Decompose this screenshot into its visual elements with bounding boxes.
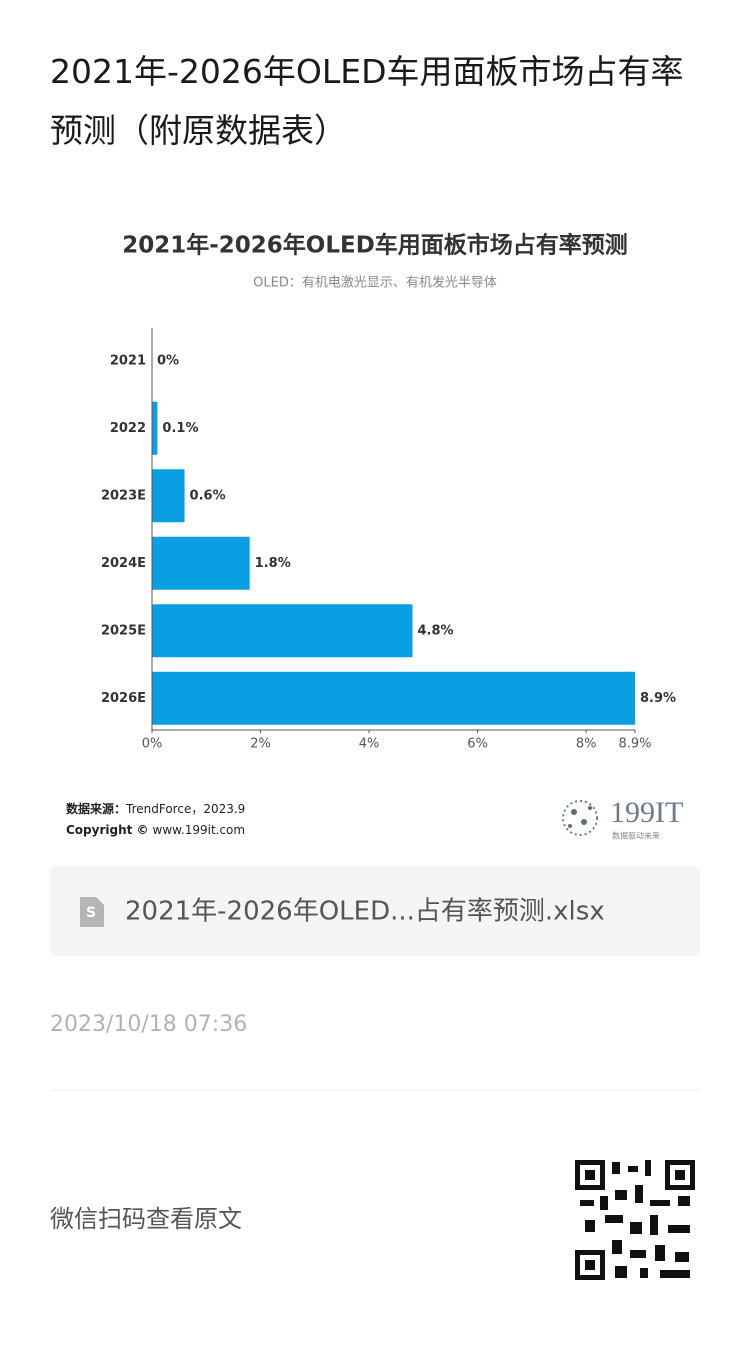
attachment-name[interactable]: 2021年-2026年OLED...占有率预测.xlsx	[125, 897, 605, 927]
value-label: 1.8%	[255, 556, 291, 571]
copyright-url: www.199it.com	[153, 823, 246, 837]
value-label: 4.8%	[417, 623, 453, 638]
x-tick-label: 4%	[359, 737, 380, 752]
copyright: Copyright © www.199it.com	[66, 823, 245, 837]
source-text: TrendForce，2023.9	[125, 802, 245, 816]
logo-mark	[562, 800, 598, 836]
article-title: 2021年-2026年OLED车用面板市场占有率预测（附原数据表）	[50, 52, 684, 150]
copyright-label: Copyright ©	[66, 823, 149, 837]
x-tick-label: 8.9%	[618, 737, 651, 752]
y-tick-label: 2025E	[101, 623, 146, 638]
bar	[152, 671, 635, 725]
publish-date: 2023/10/18 07:36	[50, 1012, 247, 1037]
value-label: 0.6%	[190, 488, 226, 503]
attachment-card[interactable]	[50, 866, 700, 956]
chart-title: 2021年-2026年OLED车用面板市场占有率预测	[122, 232, 628, 259]
source-label-text: 数据来源：	[66, 801, 126, 816]
value-label: 8.9%	[640, 691, 676, 706]
chart-subtitle: OLED：有机电激光显示、有机发光半导体	[253, 275, 497, 291]
y-tick-label: 2024E	[101, 556, 146, 571]
value-label: 0.1%	[162, 421, 198, 436]
bar	[152, 536, 250, 590]
y-tick-label: 2021	[110, 353, 146, 368]
y-tick-label: 2026E	[101, 691, 146, 706]
logo-slogan: 数据驱动未来	[612, 831, 660, 841]
x-tick-label: 2%	[250, 737, 271, 752]
qr-code	[575, 1160, 695, 1280]
bar	[152, 401, 158, 455]
y-tick-label: 2023E	[101, 488, 146, 503]
x-tick-label: 8%	[576, 737, 597, 752]
x-tick-label: 6%	[467, 737, 488, 752]
logo-text: 199IT	[610, 796, 683, 829]
y-tick-label: 2022	[110, 421, 146, 436]
bar	[152, 604, 413, 658]
scan-hint: 微信扫码查看原文	[50, 1205, 242, 1233]
x-tick-label: 0%	[142, 737, 163, 752]
value-label: 0%	[157, 353, 179, 368]
bar	[152, 469, 185, 523]
plot: 2021 0% 2022 0.1% 2023E 0.6% 2024E 1.8% 2025E 4.8…	[101, 328, 676, 752]
source-label: 数据来源：TrendForce，2023.9	[66, 801, 245, 816]
file-icon	[80, 897, 104, 927]
file-icon-glyph: S	[86, 905, 96, 921]
